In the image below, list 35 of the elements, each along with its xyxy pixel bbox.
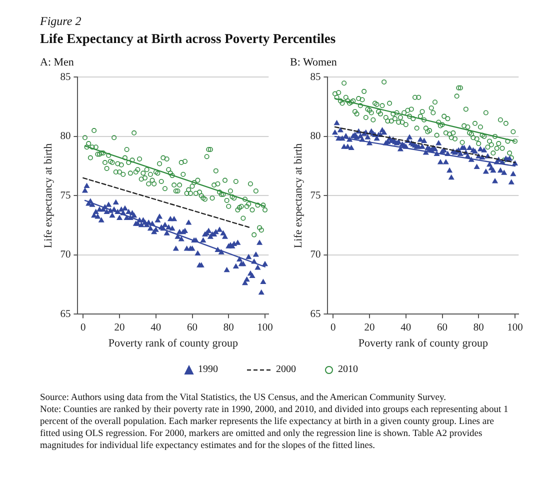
y-tick-label: 85 (310, 72, 321, 83)
y-tick-label: 80 (310, 131, 321, 142)
y-tick-label: 80 (60, 131, 71, 142)
y-tick-label: 70 (60, 250, 71, 261)
y-tick-label: 65 (60, 308, 71, 320)
x-tick-label: 20 (364, 322, 375, 334)
x-tick-label: 80 (473, 322, 484, 334)
x-tick-label: 100 (507, 322, 523, 334)
y-tick-label: 75 (60, 190, 71, 202)
text: Life Expectancy at Birth across Poverty Percentiles (40, 31, 336, 47)
y-axis-title: Life expectancy at birth (292, 142, 304, 248)
chart-title: A: Men (40, 56, 74, 68)
x-tick-label: 40 (150, 322, 162, 334)
x-tick-label: 0 (330, 322, 336, 334)
legend-label: 1990 (198, 364, 218, 376)
x-tick-label: 60 (187, 322, 198, 334)
text: Note: Counties are ranked by their poverty rate in 1990, 2000, and 2010, and divided into groups each representing about 1 percent of the overall population. Each marker represents the life expectancy at birth in a given county group. Lines are fitted using OLS regression. For 2000, markers are omitted and only the regression line is shown. Table A2 provides magnitudes for individual life expectancy estimates and for the slopes of the fitted lines. (40, 404, 510, 452)
x-tick-label: 80 (223, 322, 234, 334)
caption: Figure 2 (40, 14, 82, 29)
y-tick-label: 75 (310, 190, 321, 202)
legend-label: 2000 (276, 364, 296, 376)
y-tick-label: 65 (310, 308, 321, 320)
x-tick-label: 100 (257, 322, 273, 334)
x-axis-title: Poverty rank of county group (358, 337, 488, 350)
y-tick-label: 70 (310, 250, 321, 261)
x-tick-label: 20 (114, 322, 125, 334)
source-note: Source: Authors using data from the Vital Statistics, the US Census, and the American Community Survey. (40, 393, 448, 405)
legend-label: 2010 (338, 364, 358, 376)
y-axis-title: Life expectancy at birth (42, 142, 54, 248)
x-tick-label: 40 (400, 322, 412, 334)
y-tick-label: 85 (60, 72, 71, 83)
x-axis-title: Poverty rank of county group (108, 337, 238, 350)
x-tick-label: 60 (437, 322, 448, 334)
x-tick-label: 0 (80, 322, 86, 334)
chart-title: B: Women (290, 56, 338, 68)
